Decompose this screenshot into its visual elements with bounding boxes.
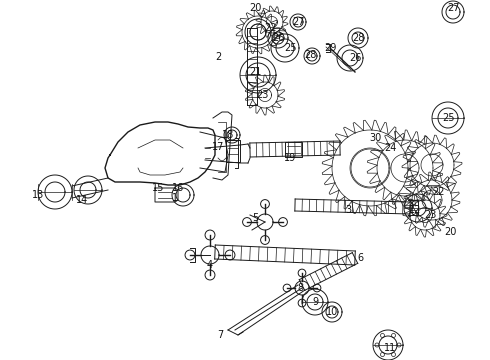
Text: 26: 26 xyxy=(349,53,361,63)
Text: 29: 29 xyxy=(324,43,336,53)
Text: 11: 11 xyxy=(384,343,396,353)
Text: 15: 15 xyxy=(152,183,164,193)
Text: 20: 20 xyxy=(444,227,456,237)
Text: 22: 22 xyxy=(264,23,276,33)
Text: 10: 10 xyxy=(326,307,338,317)
Text: 25: 25 xyxy=(284,43,296,53)
Text: 8: 8 xyxy=(297,283,303,293)
Text: 28: 28 xyxy=(304,50,316,60)
Text: 20: 20 xyxy=(249,3,261,13)
Text: 4: 4 xyxy=(207,260,213,270)
Text: 14: 14 xyxy=(76,195,88,205)
Text: 28: 28 xyxy=(352,33,364,43)
Text: 19: 19 xyxy=(284,153,296,163)
Text: 12: 12 xyxy=(409,205,421,215)
Text: 30: 30 xyxy=(369,133,381,143)
Text: 9: 9 xyxy=(312,297,318,307)
Text: 21: 21 xyxy=(249,67,261,77)
Text: 13: 13 xyxy=(32,190,44,200)
Text: 5: 5 xyxy=(252,213,258,223)
Text: 27: 27 xyxy=(292,17,304,27)
Text: 3: 3 xyxy=(345,205,351,215)
Text: 22: 22 xyxy=(432,187,444,197)
Text: 26: 26 xyxy=(272,33,284,43)
Text: 2: 2 xyxy=(215,52,221,62)
Text: 24: 24 xyxy=(384,143,396,153)
Text: 17: 17 xyxy=(212,142,224,152)
Text: 23: 23 xyxy=(256,90,268,100)
Text: 25: 25 xyxy=(442,113,454,123)
Text: 27: 27 xyxy=(447,3,459,13)
Text: 1: 1 xyxy=(172,193,178,203)
Text: 23: 23 xyxy=(424,210,436,220)
Text: 7: 7 xyxy=(217,330,223,340)
Text: 16: 16 xyxy=(172,183,184,193)
Text: 6: 6 xyxy=(357,253,363,263)
Text: 18: 18 xyxy=(222,130,234,140)
